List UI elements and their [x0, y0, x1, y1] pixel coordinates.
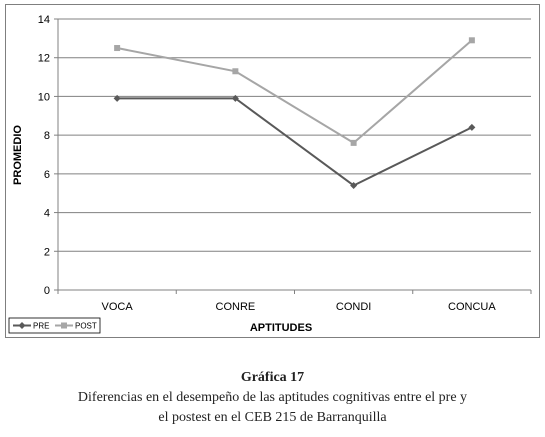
data-point-pre [231, 94, 239, 102]
y-tick-label: 10 [38, 91, 50, 103]
series-post [114, 37, 475, 146]
y-axis-title: PROMEDIO [12, 125, 24, 185]
series [113, 37, 476, 189]
y-tick-labels: 0 2 4 6 8 10 12 14 [38, 14, 50, 297]
data-point-pre [113, 94, 121, 102]
x-tick-label: CONCUA [448, 301, 496, 313]
x-axis-title: APTITUDES [250, 322, 312, 334]
data-point-pre [468, 123, 476, 131]
x-tick-label: VOCA [102, 301, 134, 313]
caption-title: Gráfica 17 [240, 370, 305, 385]
x-tick-label: CONDI [336, 301, 371, 313]
caption-line-2: el postest en el CEB 215 de Barranquilla [158, 410, 387, 425]
x-tick-label: CONRE [216, 301, 256, 313]
y-tick-label: 12 [38, 53, 50, 65]
y-tick-label: 14 [38, 14, 50, 26]
data-point-post [468, 37, 475, 44]
data-point-post [232, 68, 239, 75]
axes [57, 19, 532, 294]
data-point-post [350, 139, 357, 146]
figure-caption: Gráfica 17 Diferencias en el desempeño d… [0, 368, 545, 428]
data-point-post [114, 45, 121, 52]
legend: PRE POST [8, 317, 101, 334]
legend-frame [8, 317, 101, 334]
series-line-pre [117, 97, 473, 187]
y-tick-label: 2 [44, 246, 50, 258]
gridlines [54, 18, 531, 291]
line-chart: 0 2 4 6 8 10 12 14 VOCA CONRE CONDI CONCUA PROMEDI… [8, 14, 532, 334]
legend-label-pre: PRE [33, 322, 49, 331]
y-tick-label: 8 [44, 130, 50, 142]
y-tick-label: 4 [44, 208, 50, 220]
chart-container: 0 2 4 6 8 10 12 14 VOCA CONRE CONDI CONCUA PROMEDI… [5, 4, 540, 338]
legend-item-pre: PRE [13, 322, 49, 331]
legend-item-post: POST [55, 322, 97, 331]
caption-line-1: Diferencias en el desempeño de las aptit… [77, 390, 468, 405]
legend-marker-pre [18, 322, 26, 329]
series-pre [113, 94, 476, 189]
legend-label-post: POST [75, 322, 97, 331]
y-tick-label: 6 [44, 169, 50, 181]
x-tick-labels: VOCA CONRE CONDI CONCUA [102, 301, 497, 313]
legend-marker-post [61, 322, 67, 329]
data-point-pre [350, 181, 358, 189]
series-line-post [116, 39, 473, 145]
y-tick-label: 0 [44, 285, 50, 297]
